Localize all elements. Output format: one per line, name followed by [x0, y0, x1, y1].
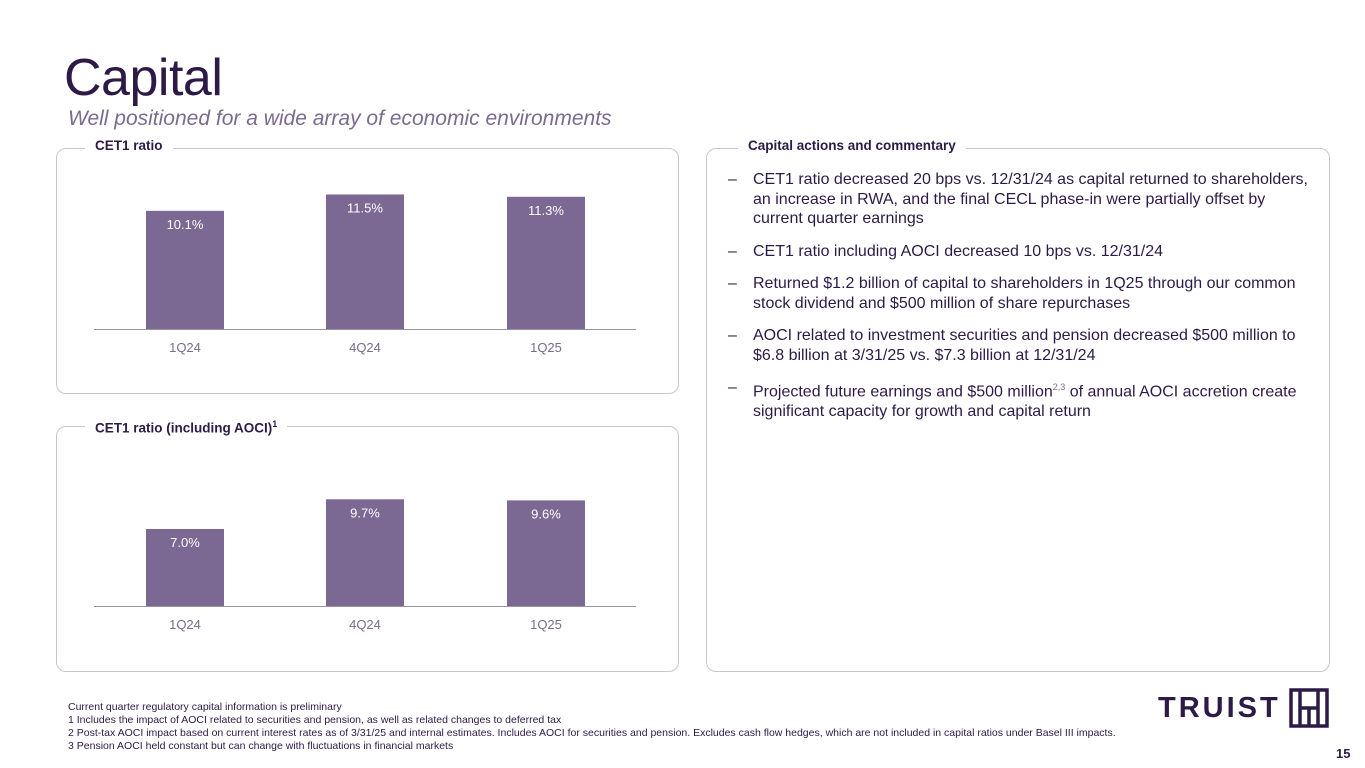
bullet-text: Returned $1.2 billion of capital to shar… — [753, 275, 1296, 312]
page-subtitle: Well positioned for a wide array of econ… — [68, 107, 612, 130]
cet1-aoci-panel-title: CET1 ratio (including AOCI)1 — [85, 415, 288, 438]
footnote: Current quarter regulatory capital infor… — [68, 701, 342, 713]
commentary-bullet: – AOCI related to investment securities a… — [728, 326, 1318, 365]
bullet-dash: – — [728, 242, 737, 260]
cet1-aoci-panel — [56, 426, 679, 672]
logo-wordmark: TRUIST — [1158, 691, 1281, 724]
bullet-dash: – — [728, 327, 737, 344]
commentary-bullet: – CET1 ratio decreased 20 bps vs. 12/31/2… — [728, 170, 1318, 229]
commentary-bullet: – CET1 ratio including AOCI decreased 10 … — [728, 242, 1318, 262]
bullet-text: CET1 ratio decreased 20 bps vs. 12/31/24… — [753, 171, 1308, 227]
page-title: Capital — [64, 49, 223, 107]
footnotes: Current quarter regulatory capital infor… — [68, 701, 1116, 753]
bullet-text-after: of annual AOCI accretion create signific… — [753, 383, 1297, 420]
commentary-bullet: – Projected future earnings and $500 mill… — [728, 378, 1318, 421]
cet1-aoci-title-footnote: 1 — [272, 419, 278, 429]
commentary-heading: Capital actions and commentary — [738, 137, 966, 155]
truist-emblem-icon — [1288, 688, 1329, 728]
bullet-text: CET1 ratio including AOCI decreased 10 b… — [753, 242, 1164, 260]
cet1-ratio-panel-title: CET1 ratio — [85, 137, 173, 155]
truist-logo: TRUIST — [1158, 688, 1329, 728]
bullet-dash: – — [728, 171, 737, 188]
commentary-bullet: – Returned $1.2 billion of capital to sha… — [728, 274, 1318, 313]
cet1-ratio-title-text: CET1 ratio — [95, 138, 163, 153]
commentary-panel — [706, 148, 1330, 672]
bullet-dash: – — [728, 379, 737, 396]
footnote: 2 Post-tax AOCI impact based on current … — [68, 727, 1116, 739]
bullet-dash: – — [728, 275, 737, 292]
bullet-text-before: Projected future earnings and $500 milli… — [753, 383, 1053, 401]
cet1-aoci-title-text: CET1 ratio (including AOCI) — [95, 420, 273, 436]
footnote: 3 Pension AOCI held constant but can cha… — [68, 740, 454, 752]
commentary-list: – CET1 ratio decreased 20 bps vs. 12/31/2… — [728, 170, 1318, 434]
cet1-ratio-panel — [56, 148, 679, 394]
bullet-text: AOCI related to investment securities an… — [753, 327, 1296, 364]
footnote: 1 Includes the impact of AOCI related to… — [68, 714, 562, 726]
page-number: 15 — [1336, 746, 1351, 761]
bullet-footnote-ref: 2,3 — [1052, 382, 1066, 392]
